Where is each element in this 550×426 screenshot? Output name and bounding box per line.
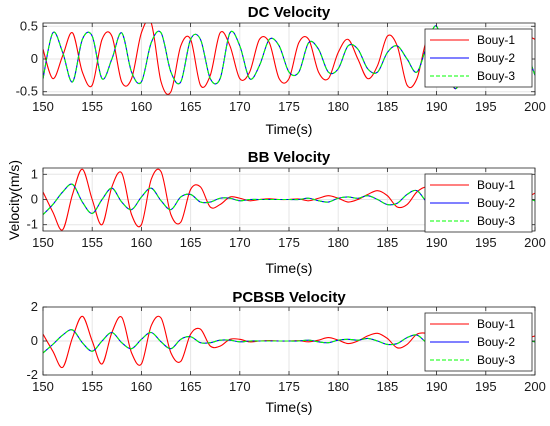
chart-panel-1: 150 155 160 165 170 175 180 185 190 195 200 -0.5 0 0.…	[16, 4, 546, 137]
y-tick-label: 1	[31, 166, 38, 181]
x-tick-label: 160	[131, 235, 153, 250]
x-tick-label: 150	[32, 235, 54, 250]
x-tick-label: 180	[327, 99, 349, 114]
x-tick-label: 175	[278, 235, 300, 250]
x-tick-label: 195	[475, 99, 497, 114]
x-tick-label: 195	[475, 235, 497, 250]
legend-label-bouy-3: Bouy-3	[477, 69, 515, 83]
x-tick-label: 170	[229, 235, 251, 250]
x-tick-label: 190	[426, 379, 448, 394]
x-tick-label: 180	[327, 379, 349, 394]
x-tick-label: 165	[180, 99, 202, 114]
y-tick-label: 0	[31, 333, 38, 348]
x-tick-label: 160	[131, 379, 153, 394]
legend: Bouy-1 Bouy-2 Bouy-3	[424, 28, 533, 88]
y-tick-label: -2	[26, 367, 38, 382]
x-tick-label: 195	[475, 379, 497, 394]
legend-label-bouy-3: Bouy-3	[477, 353, 515, 367]
x-tick-label: 170	[229, 379, 251, 394]
x-tick-label: 180	[327, 235, 349, 250]
legend-label-bouy-3: Bouy-3	[477, 214, 515, 228]
x-tick-label: 185	[377, 235, 399, 250]
y-tick-label: -0.5	[16, 84, 38, 99]
x-tick-label: 190	[426, 99, 448, 114]
legend-label-bouy-1: Bouy-1	[477, 178, 515, 192]
y-tick-label: 0	[31, 51, 38, 66]
x-tick-label: 150	[32, 99, 54, 114]
chart-title: PCBSB Velocity	[232, 289, 346, 306]
x-axis-label: Time(s)	[266, 399, 313, 415]
x-tick-label: 200	[524, 235, 546, 250]
x-tick-label: 190	[426, 235, 448, 250]
y-tick-label: 2	[31, 299, 38, 314]
x-tick-label: 155	[81, 99, 103, 114]
y-tick-label: 0.5	[20, 18, 38, 33]
x-tick-label: 155	[81, 235, 103, 250]
legend-label-bouy-1: Bouy-1	[477, 33, 515, 47]
chart-panel-3: 150 155 160 165 170 175 180 185 190 195 200 -2 0 2 PCB…	[26, 289, 545, 415]
x-tick-label: 175	[278, 99, 300, 114]
chart-title: DC Velocity	[248, 4, 331, 21]
chart-title: BB Velocity	[248, 149, 331, 166]
shared-y-axis-label: Velocity(m/s)	[6, 160, 22, 240]
x-axis-label: Time(s)	[266, 121, 313, 137]
x-tick-label: 155	[81, 379, 103, 394]
x-tick-label: 185	[377, 99, 399, 114]
x-tick-label: 175	[278, 379, 300, 394]
x-tick-label: 160	[131, 99, 153, 114]
y-tick-label: -1	[26, 217, 38, 232]
x-tick-label: 185	[377, 379, 399, 394]
y-tick-label: 0	[31, 192, 38, 207]
legend: Bouy-1 Bouy-2 Bouy-3	[424, 173, 533, 233]
x-tick-label: 200	[524, 379, 546, 394]
chart-panel-2: 150 155 160 165 170 175 180 185 190 195 200 -1 0 1 BB …	[26, 149, 545, 276]
x-axis-label: Time(s)	[266, 260, 313, 276]
legend-label-bouy-2: Bouy-2	[477, 335, 515, 349]
x-tick-label: 150	[32, 379, 54, 394]
legend-label-bouy-2: Bouy-2	[477, 196, 515, 210]
x-tick-label: 165	[180, 379, 202, 394]
x-tick-label: 200	[524, 99, 546, 114]
legend-label-bouy-1: Bouy-1	[477, 317, 515, 331]
x-tick-label: 165	[180, 235, 202, 250]
legend: Bouy-1 Bouy-2 Bouy-3	[424, 312, 533, 372]
legend-label-bouy-2: Bouy-2	[477, 51, 515, 65]
x-tick-label: 170	[229, 99, 251, 114]
